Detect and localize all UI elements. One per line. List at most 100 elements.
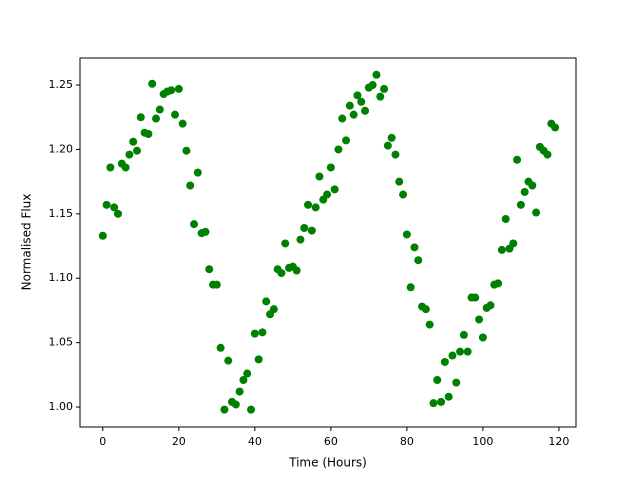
data-point (277, 269, 286, 278)
data-point (304, 200, 313, 209)
data-point (345, 101, 354, 110)
data-point (440, 357, 449, 366)
data-point (262, 297, 271, 306)
data-point (433, 375, 442, 384)
y-tick-label: 1.25 (49, 78, 74, 91)
data-point (114, 209, 123, 218)
data-point (520, 187, 529, 196)
data-point (361, 106, 370, 115)
data-point (148, 79, 157, 88)
data-point (220, 405, 229, 414)
data-point (425, 320, 434, 329)
data-point (307, 226, 316, 235)
data-point (456, 347, 465, 356)
data-point (494, 279, 503, 288)
plot-frame (79, 57, 577, 428)
data-point (353, 91, 362, 100)
data-point (551, 123, 560, 132)
data-point (167, 86, 176, 95)
data-point (330, 185, 339, 194)
data-point (152, 114, 161, 123)
x-tick-label: 0 (99, 435, 106, 448)
data-point (292, 266, 301, 275)
y-tick-label: 1.00 (49, 400, 74, 413)
data-point (429, 399, 438, 408)
data-point (444, 392, 453, 401)
data-point (334, 145, 343, 154)
data-point (532, 208, 541, 217)
data-point (106, 163, 115, 172)
data-point (528, 181, 537, 190)
data-point (383, 141, 392, 150)
data-point (136, 113, 145, 122)
data-point (174, 84, 183, 93)
y-tick-label: 1.20 (49, 142, 74, 155)
data-point (186, 181, 195, 190)
data-point (254, 355, 263, 364)
data-point (338, 114, 347, 123)
data-point (410, 243, 419, 252)
data-point (311, 203, 320, 212)
data-point (459, 330, 468, 339)
data-point (102, 200, 111, 209)
data-point (281, 239, 290, 248)
data-point (121, 163, 130, 172)
data-point (231, 400, 240, 409)
data-point (182, 146, 191, 155)
data-point (399, 190, 408, 199)
data-point (216, 343, 225, 352)
data-point (437, 397, 446, 406)
data-point (357, 97, 366, 106)
data-point (155, 105, 164, 114)
data-point (376, 92, 385, 101)
data-point (463, 347, 472, 356)
data-point (452, 378, 461, 387)
x-tick-label: 100 (472, 435, 493, 448)
data-point (133, 146, 142, 155)
x-tick-label: 60 (324, 435, 338, 448)
y-axis-label: Normalised Flux (20, 194, 34, 291)
data-point (269, 305, 278, 314)
data-point (513, 155, 522, 164)
x-axis-label: Time (Hours) (288, 456, 367, 470)
data-point (421, 305, 430, 314)
data-point (296, 235, 305, 244)
data-point (201, 227, 210, 236)
data-point (486, 301, 495, 310)
x-tick-label: 80 (400, 435, 414, 448)
data-point (247, 405, 256, 414)
data-point (395, 177, 404, 186)
data-point (190, 220, 199, 229)
data-point (497, 245, 506, 254)
x-tick-label: 20 (172, 435, 186, 448)
data-point (212, 280, 221, 289)
data-point (110, 203, 119, 212)
data-point (129, 137, 138, 146)
data-point (414, 256, 423, 265)
data-point (258, 328, 267, 337)
data-point (368, 81, 377, 90)
data-point (171, 110, 180, 119)
data-point (326, 163, 335, 172)
data-point (98, 231, 107, 240)
data-point (516, 200, 525, 209)
data-point (205, 265, 214, 274)
x-tick-label: 120 (548, 435, 569, 448)
data-point (380, 84, 389, 93)
data-point (250, 329, 259, 338)
data-point (323, 190, 332, 199)
data-point (235, 387, 244, 396)
data-point (501, 214, 510, 223)
data-point (387, 133, 396, 142)
data-point (125, 150, 134, 159)
data-point (315, 172, 324, 181)
y-tick-label: 1.10 (49, 271, 74, 284)
data-point (471, 293, 480, 302)
data-point (239, 375, 248, 384)
data-point (349, 110, 358, 119)
data-point (543, 150, 552, 159)
x-tick-label: 40 (248, 435, 262, 448)
data-point (391, 150, 400, 159)
data-point (475, 315, 484, 324)
